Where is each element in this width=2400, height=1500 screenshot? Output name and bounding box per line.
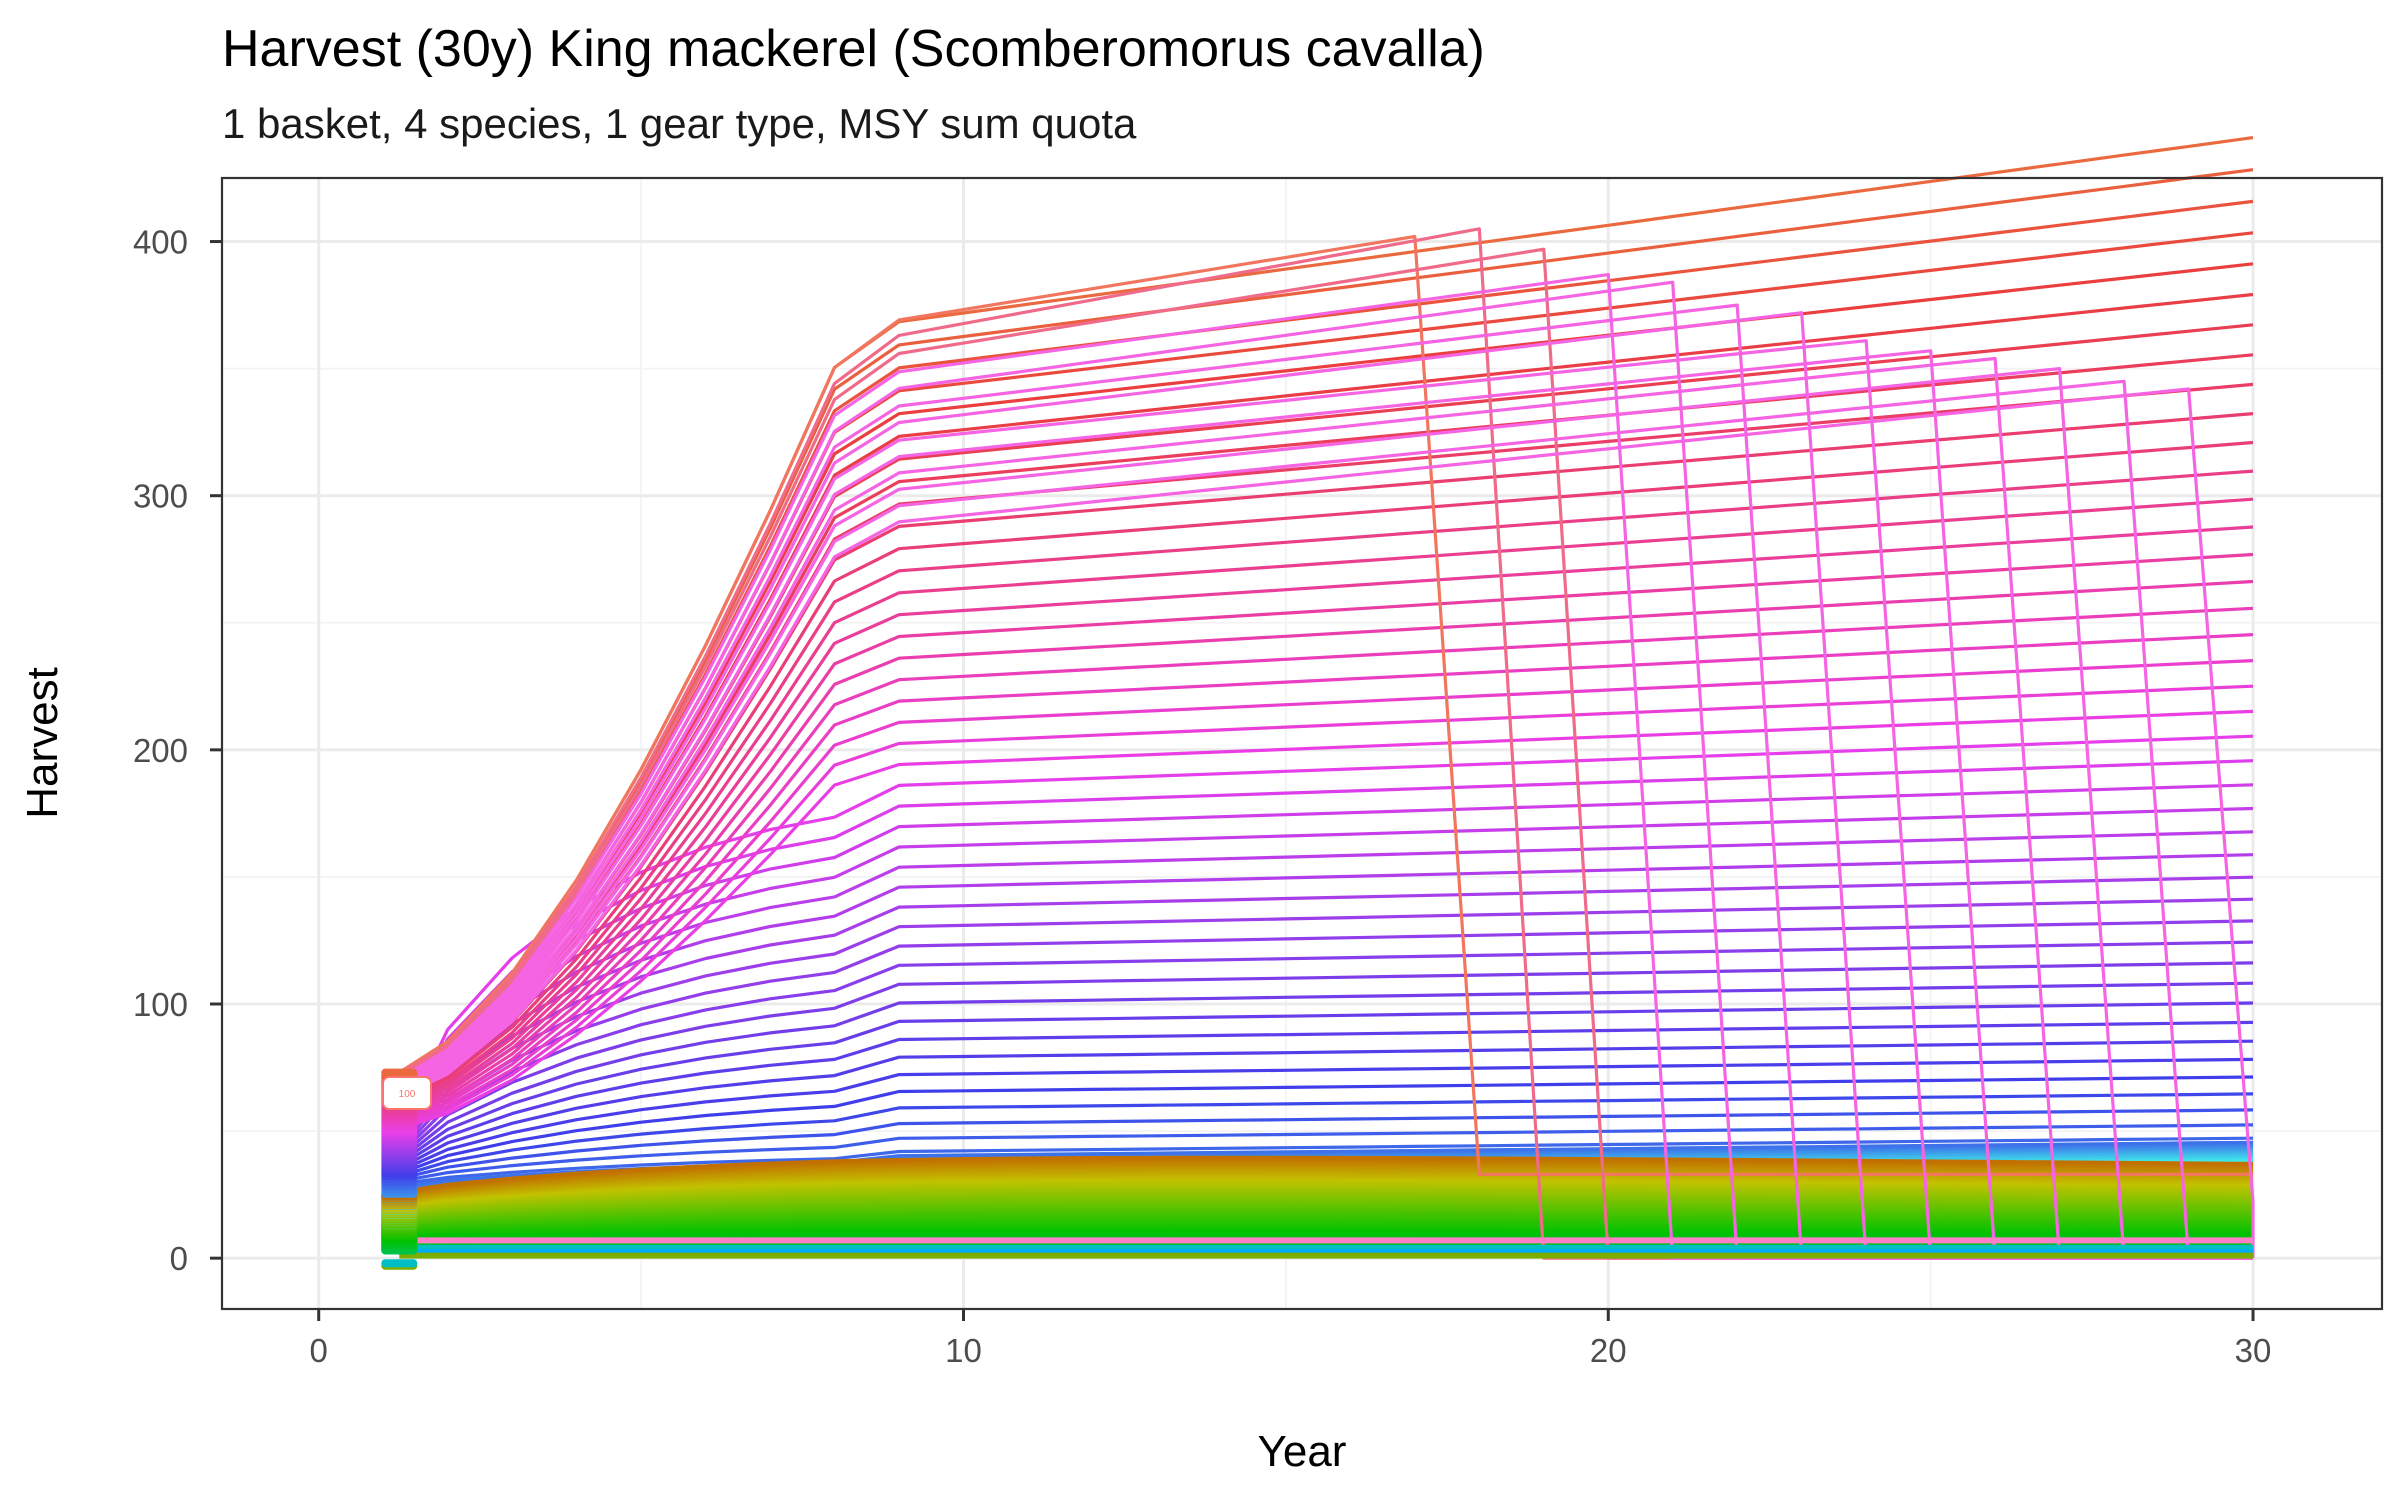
harvest-series-line (398, 684, 2254, 1128)
y-tick-label: 200 (133, 732, 188, 769)
collapse-series-line (398, 247, 2253, 1260)
start-tag: 100 (382, 1076, 432, 1110)
axis-ticks (210, 240, 2255, 1321)
series-lines (397, 136, 2255, 1260)
x-axis-title: Year (1258, 1427, 1347, 1476)
harvest-series-line (398, 961, 2254, 1160)
collapse-series-line (398, 367, 2253, 1260)
harvest-series-line (398, 1092, 2254, 1178)
collapse-series-line (398, 273, 2253, 1260)
harvest-series-line (398, 168, 2254, 1077)
collapse-series-line (398, 303, 2253, 1260)
collapse-series-line (398, 311, 2253, 1260)
harvest-series-line (397, 853, 2254, 1146)
plot-panel-border (220, 176, 2384, 1311)
harvest-series-line (398, 552, 2254, 1114)
harvest-series-line (397, 783, 2254, 1138)
harvest-series-line (398, 940, 2254, 1157)
harvest-series-line (398, 897, 2254, 1152)
harvest-series-line (398, 1075, 2254, 1176)
collapse-series-line (398, 280, 2253, 1260)
harvest-series-line (398, 1020, 2254, 1168)
harvest-series-line (398, 1057, 2254, 1173)
harvest-series-line (398, 875, 2254, 1149)
y-tick-label: 100 (133, 986, 188, 1023)
y-tick-label: 400 (133, 224, 188, 261)
harvest-series-line (398, 353, 2254, 1094)
chart-title: Harvest (30y) King mackerel (Scomberomor… (222, 20, 1485, 78)
harvest-series-line (398, 1001, 2254, 1165)
harvest-series-line (398, 981, 2254, 1162)
harvest-series-line (397, 830, 2254, 1143)
harvest-series-line (399, 1123, 2254, 1183)
harvest-series-line (398, 262, 2254, 1086)
collapse-series-line (398, 339, 2253, 1260)
collapse-series-line (398, 356, 2253, 1260)
y-tick-label: 0 (170, 1240, 188, 1277)
harvest-series-line (398, 606, 2254, 1119)
harvest-series-line (398, 919, 2254, 1154)
chart-subtitle: 1 basket, 4 species, 1 gear type, MSY su… (222, 100, 1137, 147)
harvest-series-line (399, 1136, 2254, 1186)
harvest-series-line (398, 440, 2254, 1103)
collapse-series-line (398, 349, 2253, 1260)
start-tag-label: 100 (399, 1089, 416, 1100)
harvest-series-line (398, 1039, 2254, 1170)
harvest-series-line (399, 1155, 2254, 1194)
harvest-series-line (397, 759, 2254, 1135)
harvest-series-line (398, 579, 2254, 1117)
x-tick-label: 10 (945, 1332, 982, 1369)
harvest-series-line (398, 633, 2254, 1122)
y-tick-label: 300 (133, 478, 188, 515)
y-axis-title: Harvest (18, 667, 67, 819)
collapse-series-line (398, 387, 2255, 1259)
collapse-series-line (398, 234, 2253, 1176)
harvest-series-line (397, 806, 2254, 1141)
collapse-series-line (398, 379, 2253, 1260)
harvest-series-line (398, 525, 2254, 1111)
harvest-series-line (398, 709, 2254, 1130)
x-tick-label: 20 (1590, 1332, 1627, 1369)
harvest-series-line (398, 1108, 2254, 1181)
x-tick-label: 0 (310, 1332, 328, 1369)
x-tick-label: 30 (2235, 1332, 2272, 1369)
harvest-series-line (398, 659, 2254, 1125)
collapse-series-line (398, 227, 2253, 1260)
